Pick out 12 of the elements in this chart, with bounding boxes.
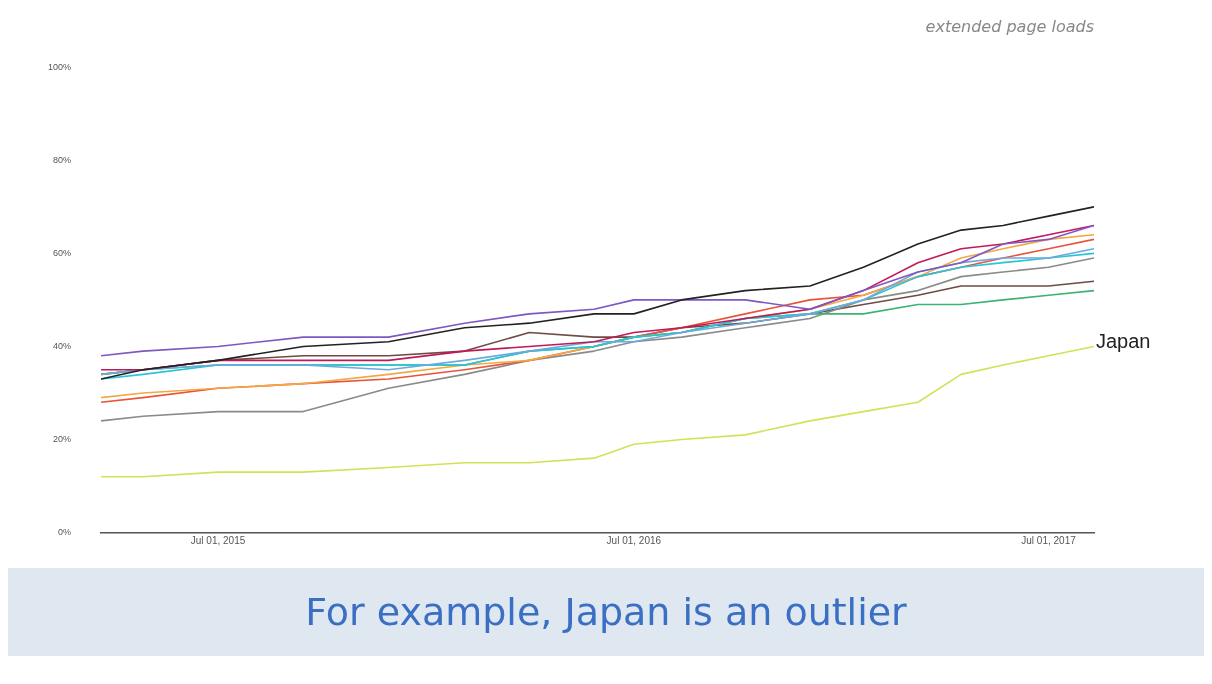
y-tick-label: 40%: [53, 340, 72, 351]
x-tick-label: Jul 01, 2016: [606, 535, 662, 547]
y-tick-label: 100%: [47, 61, 72, 72]
x-tick-label: Jul 01, 2015: [190, 535, 246, 547]
y-tick-label: 20%: [53, 434, 72, 444]
x-tick-label: Jul 01, 2017: [1021, 535, 1077, 547]
series-label: Japan: [1096, 329, 1151, 352]
text: For example, Japan is an outlier: [8, 568, 1204, 656]
y-tick-label: 80%: [53, 154, 72, 165]
y-tick-label: 60%: [53, 247, 72, 258]
chart-title: extended page loads: [925, 16, 1094, 36]
y-tick-label: 0%: [58, 527, 72, 538]
